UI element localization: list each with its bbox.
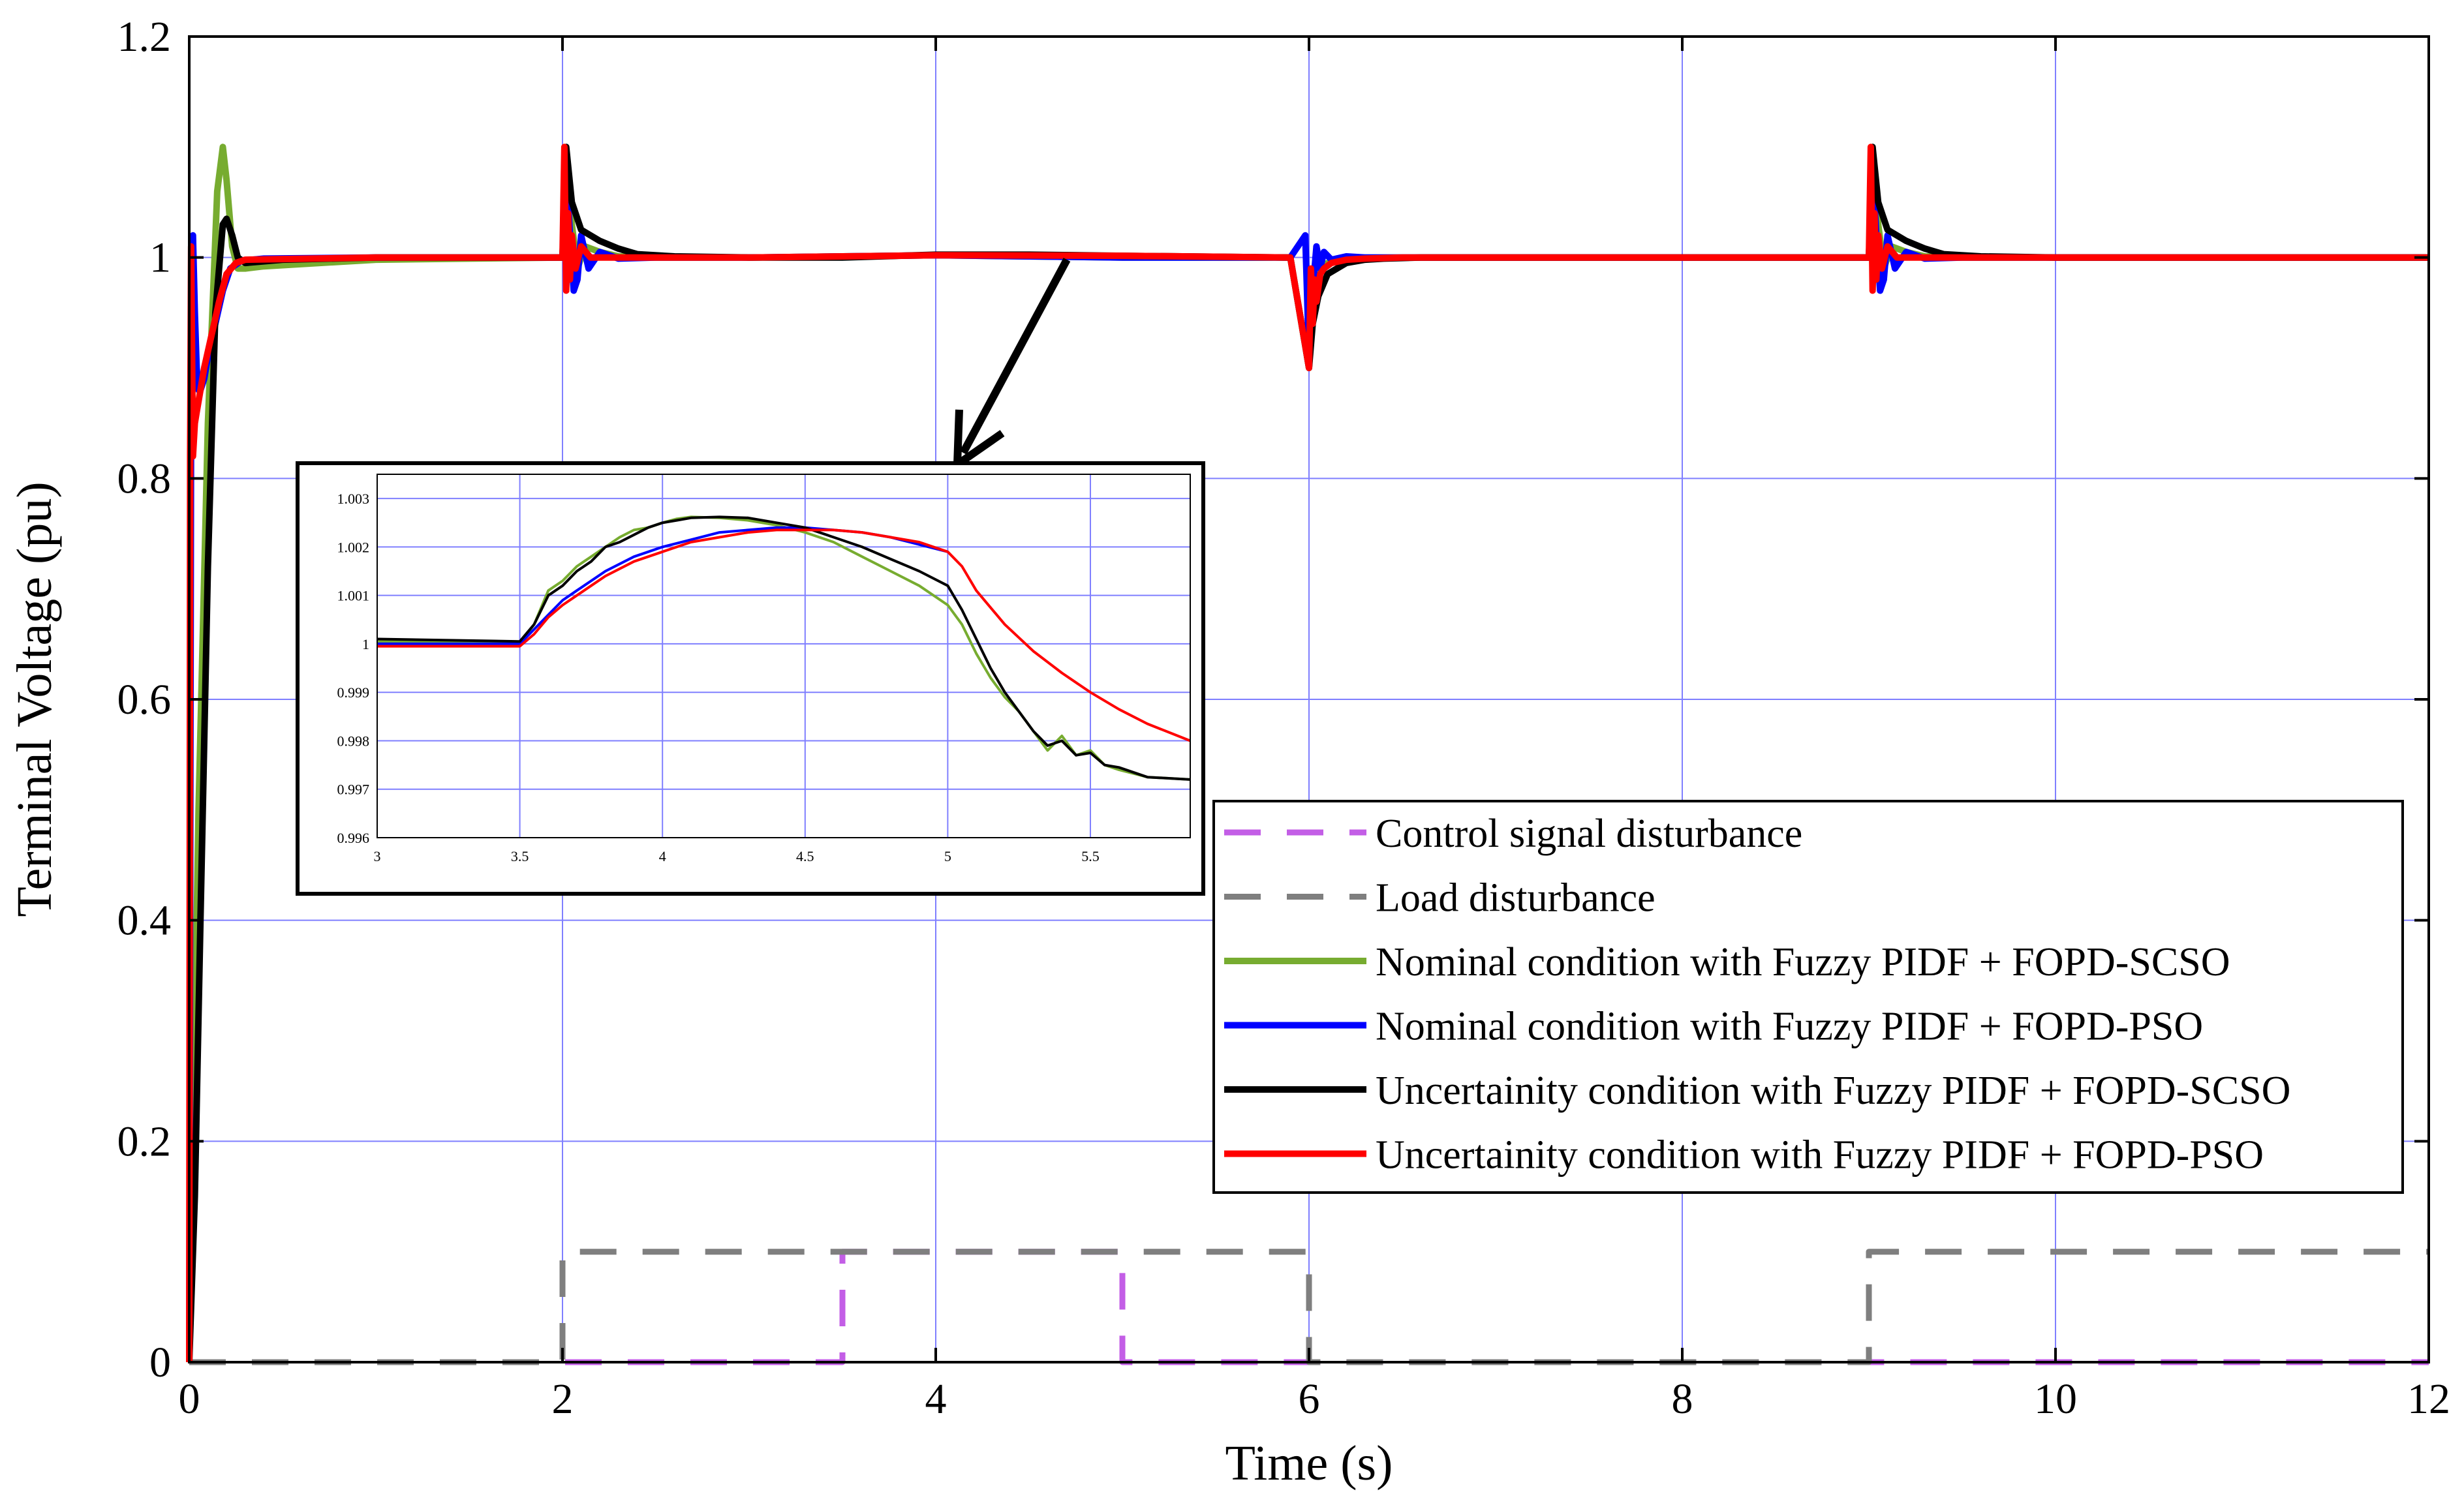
x-axis-label: Time (s) bbox=[1225, 1436, 1393, 1491]
inset-series-line-4 bbox=[377, 528, 1191, 742]
inset-y-tick-label: 1 bbox=[362, 636, 369, 652]
inset-y-tick-label: 0.998 bbox=[337, 733, 370, 749]
y-tick-label: 1 bbox=[149, 234, 171, 282]
y-tick-label: 0.6 bbox=[117, 676, 172, 723]
inset-y-tick-label: 0.996 bbox=[337, 830, 370, 846]
y-axis-label: Terminal Voltage (pu) bbox=[7, 481, 62, 917]
x-tick-label: 10 bbox=[2034, 1375, 2077, 1423]
legend-label: Load disturbance bbox=[1376, 876, 1656, 921]
inset-x-tick-label: 5 bbox=[944, 848, 951, 864]
inset-x-tick-label: 5.5 bbox=[1081, 848, 1100, 864]
x-tick-label: 6 bbox=[1299, 1375, 1320, 1423]
legend-label: Uncertainity condition with Fuzzy PIDF +… bbox=[1376, 1133, 2264, 1178]
x-tick-label: 8 bbox=[1672, 1375, 1693, 1423]
inset-x-tick-label: 4.5 bbox=[796, 848, 814, 864]
y-tick-label: 0 bbox=[149, 1339, 171, 1386]
x-tick-label: 4 bbox=[925, 1375, 947, 1423]
inset-y-tick-label: 1.003 bbox=[337, 491, 370, 507]
legend-label: Nominal condition with Fuzzy PIDF + FOPD… bbox=[1376, 940, 2230, 984]
inset-zoom-plot: 3 3.5 4 4.5 5 5.5 0.996 0.997 0.998 0.999 1 1.001 1.… bbox=[296, 461, 1205, 896]
inset-x-tick-label: 3.5 bbox=[511, 848, 529, 864]
y-tick-label: 0.2 bbox=[117, 1118, 172, 1165]
series-line-2 bbox=[189, 1249, 2429, 1365]
legend-label: Control signal disturbance bbox=[1376, 812, 1802, 856]
x-tick-label: 2 bbox=[552, 1375, 574, 1423]
inset-series-line-3 bbox=[377, 515, 1191, 781]
inset-y-tick-label: 1.002 bbox=[337, 539, 370, 555]
inset-series-line-1 bbox=[377, 515, 1191, 781]
legend-label: Nominal condition with Fuzzy PIDF + FOPD… bbox=[1376, 1005, 2203, 1049]
x-tick-label: 12 bbox=[2407, 1375, 2450, 1423]
x-tick-label: 0 bbox=[179, 1375, 200, 1423]
legend: Control signal disturbance Load disturban… bbox=[1212, 800, 2404, 1194]
legend-label: Uncertainity condition with Fuzzy PIDF +… bbox=[1376, 1069, 2290, 1113]
inset-x-tick-label: 3 bbox=[374, 848, 381, 864]
y-tick-label: 0.8 bbox=[117, 455, 172, 502]
inset-y-tick-label: 0.999 bbox=[337, 684, 370, 701]
series-line-6 bbox=[186, 144, 2429, 1363]
y-tick-label: 0.4 bbox=[117, 897, 172, 945]
inset-y-tick-label: 1.001 bbox=[337, 588, 370, 604]
inset-y-tick-label: 0.997 bbox=[337, 782, 370, 798]
y-tick-label: 1.2 bbox=[117, 13, 172, 61]
inset-x-tick-label: 4 bbox=[659, 848, 666, 864]
